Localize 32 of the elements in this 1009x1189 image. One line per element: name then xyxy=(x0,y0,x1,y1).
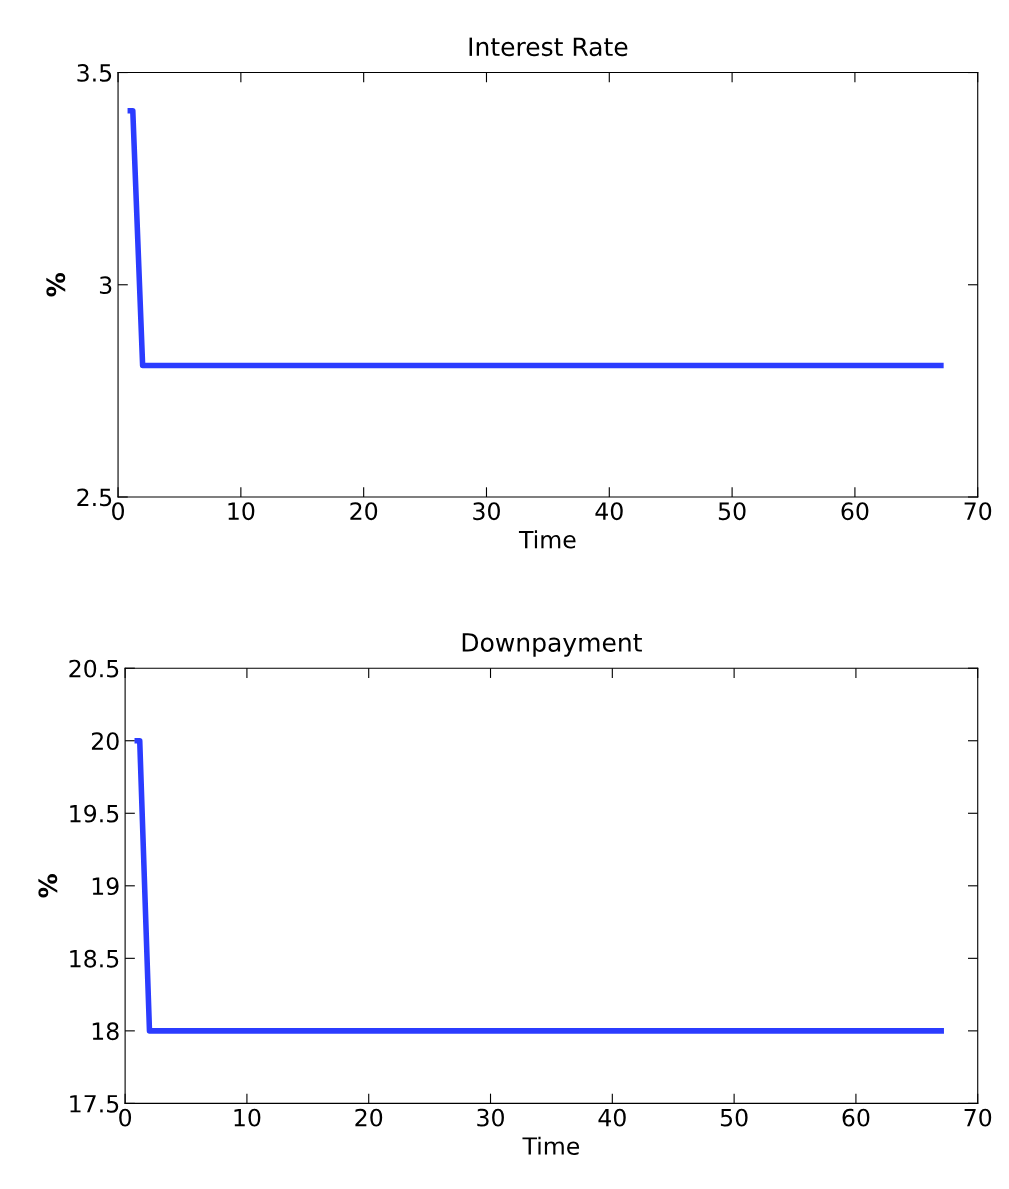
y-tick-label: 20 xyxy=(91,732,119,751)
x-tick-label: 60 xyxy=(841,502,869,521)
x-tick-label: 10 xyxy=(228,502,255,521)
x-tick-label: 40 xyxy=(595,502,623,521)
y-tick-label: 20.5 xyxy=(69,659,119,678)
x-tick-label: 50 xyxy=(720,1108,748,1127)
x-tick-label: 10 xyxy=(234,1108,261,1127)
y-tick-label: 19 xyxy=(92,877,119,896)
y-tick-label: 3.5 xyxy=(77,63,112,82)
y-tick-label: 18.5 xyxy=(70,949,119,968)
x-tick-label: 0 xyxy=(112,502,124,521)
x-tick-label: 20 xyxy=(350,502,378,521)
x-axis-title: Time xyxy=(522,1136,580,1155)
x-tick-label: 50 xyxy=(718,502,746,521)
chart-title: Interest Rate xyxy=(469,37,628,57)
y-tick-label: 2.5 xyxy=(77,488,112,507)
y-axis-title: % xyxy=(46,273,66,297)
y-tick-label: 17.5 xyxy=(70,1095,119,1113)
x-tick-label: 40 xyxy=(598,1108,626,1127)
x-tick-label: 30 xyxy=(477,1108,504,1127)
y-tick-label: 18 xyxy=(92,1022,119,1041)
chart-title: Downpayment xyxy=(462,633,642,657)
y-tick-label: 3 xyxy=(99,276,112,295)
y-axis-title: % xyxy=(38,874,58,898)
x-axis-title: Time xyxy=(518,530,576,549)
x-tick-label: 70 xyxy=(964,1108,992,1127)
x-tick-label: 30 xyxy=(473,502,500,521)
x-tick-label: 60 xyxy=(842,1108,870,1127)
y-tick-label: 19.5 xyxy=(70,804,119,823)
x-tick-label: 20 xyxy=(355,1108,383,1127)
x-tick-label: 0 xyxy=(119,1108,132,1127)
x-tick-label: 70 xyxy=(964,502,992,521)
